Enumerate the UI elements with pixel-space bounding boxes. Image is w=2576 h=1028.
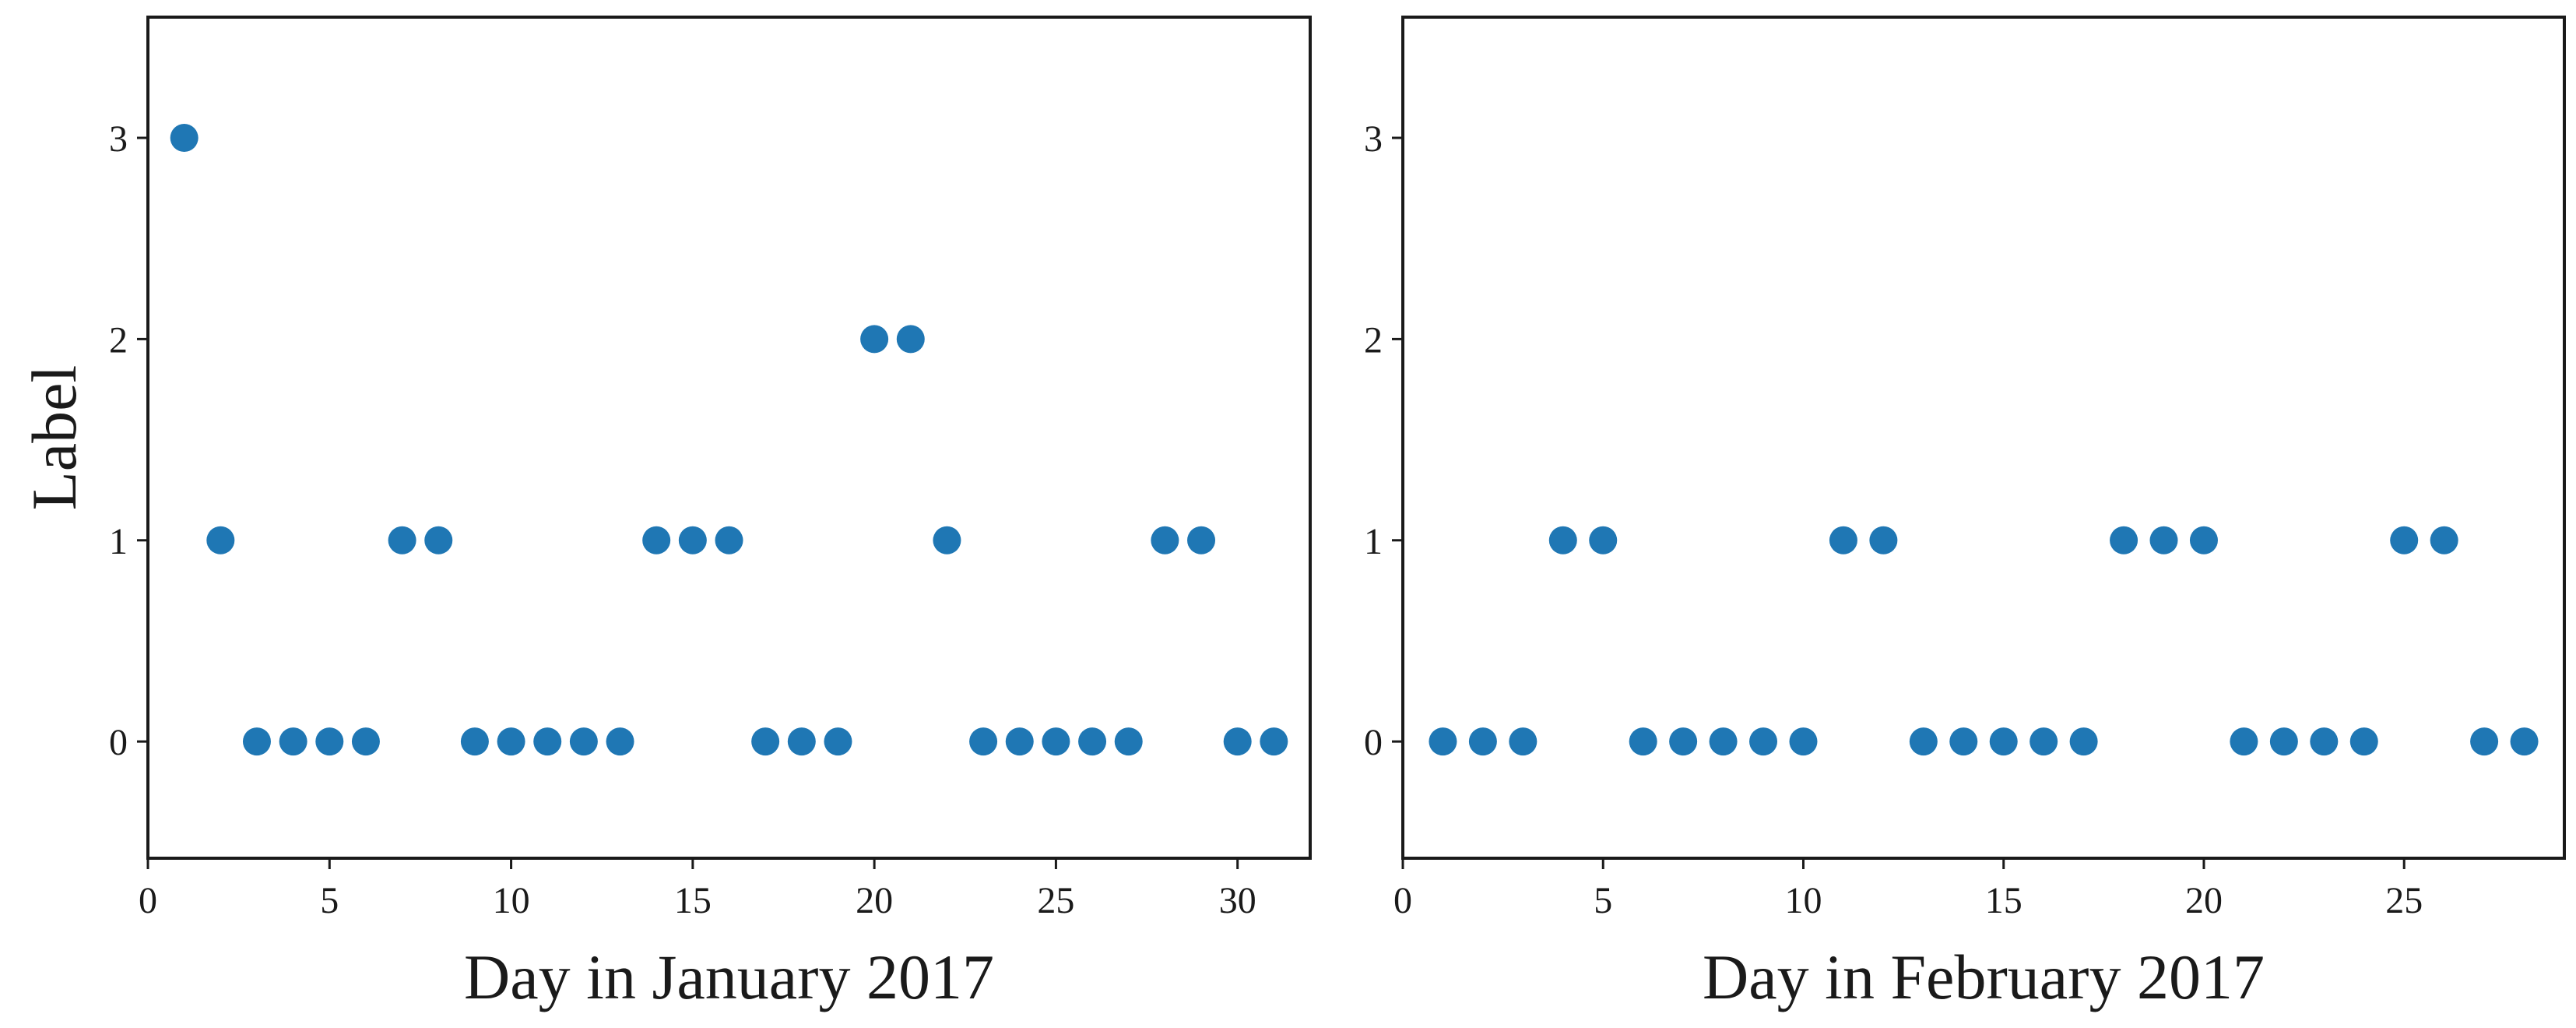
february-data-point [2349,727,2378,756]
february-data-point [1589,526,1618,554]
february-data-point [2069,727,2098,756]
february-data-point [1869,526,1898,554]
january-data-point [606,727,634,756]
january-data-point [206,526,235,554]
february-data-point [2470,727,2499,756]
january-x-tick-label: 0 [139,880,157,921]
february-x-tick-label: 0 [1393,880,1412,921]
february-y-tick-label: 0 [1364,722,1383,763]
january-data-point [1260,727,1288,756]
january-x-tick-label: 25 [1037,880,1074,921]
february-data-point [2310,727,2339,756]
january-data-point [424,526,453,554]
february-data-point [1629,727,1657,756]
february-x-tick-label: 20 [2185,880,2223,921]
january-y-tick-label: 2 [109,319,128,361]
february-data-point [1909,727,1938,756]
february-data-point [2030,727,2058,756]
january-data-point [933,526,961,554]
february-data-point [1989,727,2018,756]
january-points [170,124,1288,756]
january-data-point [824,727,852,756]
january-data-point [497,727,525,756]
january-data-point [1151,526,1179,554]
february-data-point [1789,727,1818,756]
february-data-point [2189,526,2218,554]
january-data-point [1042,727,1070,756]
january-data-point [1187,526,1216,554]
february-data-point [2390,526,2419,554]
february-data-point [2269,727,2298,756]
january-y-tick-label: 1 [109,521,128,562]
february-data-point [2149,526,2178,554]
february-x-tick-label: 15 [1985,880,2022,921]
january-data-point [460,727,489,756]
january-data-point [315,727,344,756]
january-data-point [860,325,889,354]
february-x-axis: 0 5 10 15 20 25 [1393,858,2423,921]
january-data-point [1223,727,1252,756]
january-data-point [569,727,598,756]
february-y-axis: 0 1 2 3 [1364,118,1403,763]
january-data-point [1078,727,1107,756]
january-x-axis-label: Day in January 2017 [464,942,994,1012]
february-y-tick-label: 1 [1364,521,1383,562]
january-plot-frame [146,16,1312,860]
january-x-tick-label: 20 [856,880,893,921]
february-plot-frame [1401,16,2566,860]
february-data-point [2230,727,2258,756]
january-data-point [279,727,308,756]
february-points [1429,526,2539,756]
february-x-tick-label: 10 [1784,880,1822,921]
february-data-point [1709,727,1738,756]
january-x-tick-label: 5 [320,880,339,921]
january-data-point [242,727,271,756]
february-y-tick-label: 3 [1364,118,1383,160]
january-data-point [1114,727,1143,756]
january-data-point [787,727,816,756]
february-y-tick-label: 2 [1364,319,1383,361]
february-x-tick-label: 5 [1594,880,1612,921]
january-data-point [1005,727,1034,756]
january-y-axis: 0 1 2 3 [109,118,148,763]
february-data-point [2430,526,2458,554]
january-data-point [751,727,780,756]
january-data-point [715,526,743,554]
january-data-point [642,526,671,554]
january-y-axis-label: Label [19,365,90,511]
february-x-tick-label: 25 [2385,880,2423,921]
february-data-point [1949,727,1978,756]
february-data-point [1829,526,1857,554]
january-y-tick-label: 3 [109,118,128,160]
january-x-tick-label: 10 [493,880,530,921]
january-x-tick-label: 15 [674,880,712,921]
february-data-point [2510,727,2539,756]
january-y-tick-label: 0 [109,722,128,763]
january-panel: 0 5 10 15 20 25 30 0 1 2 3 Day in January 2017 La… [19,16,1312,1012]
january-data-point [969,727,998,756]
january-data-point [678,526,707,554]
january-data-point [896,325,925,354]
january-data-point [533,727,562,756]
february-data-point [1749,727,1778,756]
january-data-point [388,526,416,554]
february-data-point [1669,727,1698,756]
february-data-point [1548,526,1577,554]
january-data-point [351,727,380,756]
january-data-point [170,124,199,153]
february-x-axis-label: Day in February 2017 [1703,942,2265,1012]
january-x-tick-label: 30 [1219,880,1256,921]
february-panel: 0 5 10 15 20 25 0 1 2 3 Day in February 2017 [1364,16,2566,1012]
february-data-point [1429,727,1457,756]
february-data-point [2110,526,2138,554]
january-x-axis: 0 5 10 15 20 25 30 [139,858,1256,921]
february-data-point [1509,727,1538,756]
february-data-point [1468,727,1497,756]
